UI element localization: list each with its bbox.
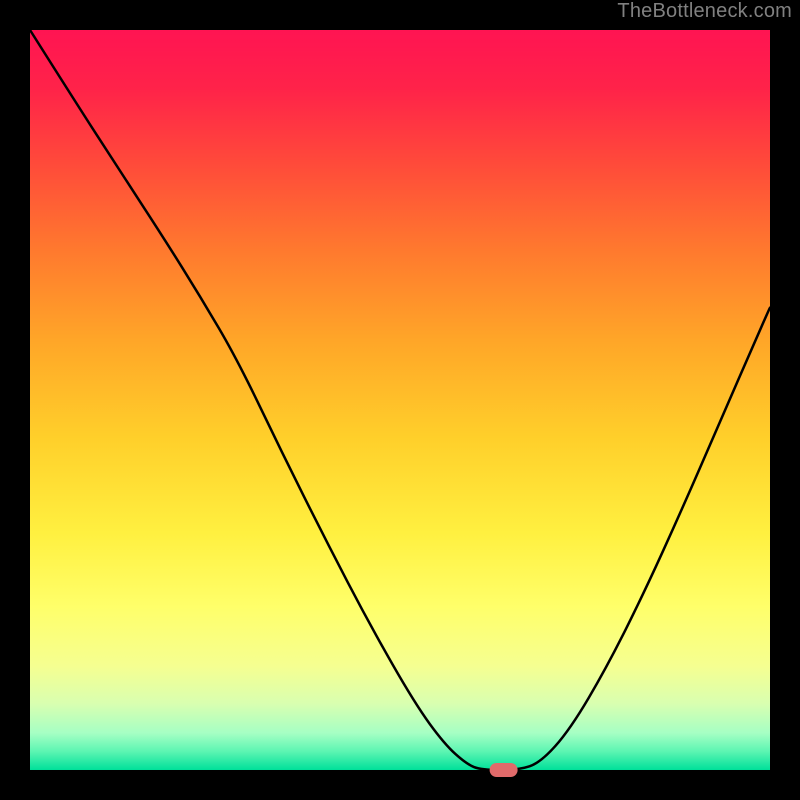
watermark-text: TheBottleneck.com: [617, 0, 792, 23]
bottleneck-curve-chart: [0, 0, 800, 800]
optimum-marker: [490, 763, 518, 777]
chart-background-gradient: [30, 30, 770, 770]
